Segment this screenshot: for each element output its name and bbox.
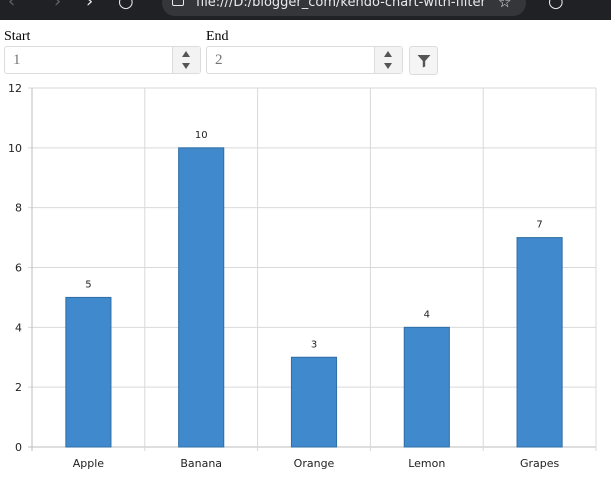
y-tick-label: 4 [15, 321, 22, 334]
start-spinner[interactable] [172, 47, 200, 73]
browser-toolbar: ‹ › › ○ file:///D:/blogger_com/kendo-cha… [0, 0, 611, 20]
y-tick-label: 8 [15, 202, 22, 215]
start-decrease-button[interactable] [173, 60, 200, 73]
caret-down-icon [182, 63, 190, 69]
bar-orange [290, 356, 338, 448]
end-numeric-input[interactable]: 2 [206, 46, 403, 74]
category-label: Lemon [408, 457, 445, 470]
address-text[interactable]: file:///D:/blogger_com/kendo-chart-with-… [196, 0, 486, 10]
end-decrease-button[interactable] [375, 60, 402, 73]
fruit-bar-chart: 0 2 4 6 8 10 12 5 Apple 10 Banana 3 Orange 4 Lemon 7 Gra… [8, 82, 597, 470]
chevron-right-icon[interactable]: › [86, 0, 94, 12]
y-tick-label: 6 [15, 262, 22, 275]
data-label: 5 [85, 279, 91, 290]
arrow-left-icon[interactable]: ‹ [8, 0, 16, 12]
end-value[interactable]: 2 [215, 52, 223, 68]
filter-icon [417, 55, 431, 68]
data-label: 4 [424, 309, 430, 320]
arrow-right-icon[interactable]: › [54, 0, 62, 12]
start-value[interactable]: 1 [13, 52, 21, 68]
bar-apple [65, 296, 112, 448]
end-label: End [206, 29, 229, 44]
caret-down-icon [384, 63, 392, 69]
file-icon [172, 0, 184, 6]
start-label: Start [4, 29, 31, 44]
address-bar[interactable]: file:///D:/blogger_com/kendo-chart-with-… [162, 0, 526, 16]
profile-icon[interactable]: ○ [548, 0, 564, 12]
caret-up-icon [182, 51, 190, 57]
bar-grapes [516, 237, 563, 448]
category-label: Orange [294, 457, 335, 470]
y-tick-label: 12 [8, 82, 22, 95]
start-increase-button[interactable] [173, 47, 200, 60]
y-tick-label: 10 [8, 142, 22, 155]
filter-button[interactable] [409, 46, 438, 75]
category-label: Banana [180, 457, 222, 470]
end-increase-button[interactable] [375, 47, 402, 60]
reload-icon[interactable]: ○ [118, 0, 134, 12]
bar-lemon [403, 326, 450, 448]
y-tick-label: 2 [15, 381, 22, 394]
start-numeric-input[interactable]: 1 [4, 46, 201, 74]
data-label: 10 [195, 130, 208, 141]
data-label: 7 [536, 220, 542, 231]
bar-banana [178, 147, 225, 448]
category-label: Grapes [520, 457, 560, 470]
caret-up-icon [384, 51, 392, 57]
end-spinner[interactable] [374, 47, 402, 73]
data-label: 3 [311, 339, 317, 350]
star-icon[interactable]: ☆ [498, 0, 512, 11]
y-tick-label: 0 [15, 441, 22, 454]
category-label: Apple [73, 457, 105, 470]
